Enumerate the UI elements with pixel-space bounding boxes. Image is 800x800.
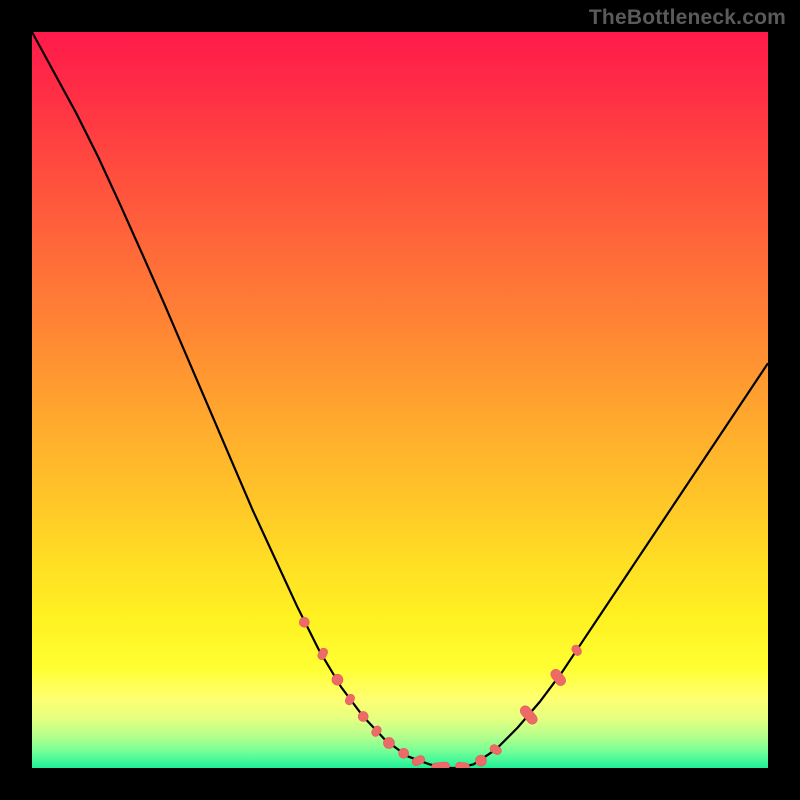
bottleneck-chart bbox=[0, 0, 800, 800]
curve-marker bbox=[299, 617, 309, 627]
plot-gradient-background bbox=[32, 32, 768, 768]
curve-marker bbox=[332, 674, 343, 685]
curve-marker bbox=[383, 737, 394, 748]
curve-marker bbox=[475, 755, 486, 766]
curve-marker bbox=[399, 748, 409, 758]
curve-marker bbox=[358, 711, 368, 721]
watermark-text: TheBottleneck.com bbox=[589, 6, 786, 30]
